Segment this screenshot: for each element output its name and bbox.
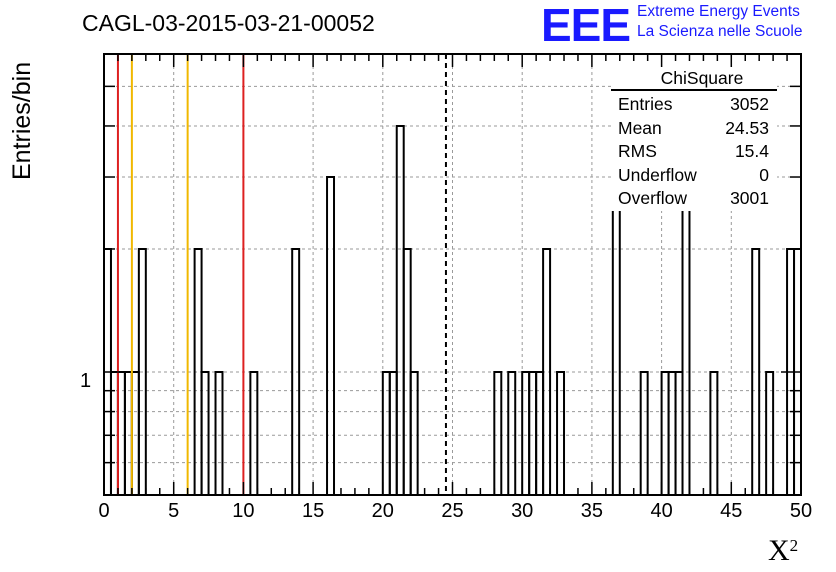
stats-row-label: Mean (618, 117, 662, 138)
stats-row-value: 24.53 (725, 117, 769, 138)
histogram-bin (214, 370, 224, 495)
logo-line-1: Extreme Energy Events (637, 3, 800, 20)
reference-lines (116, 54, 447, 495)
histogram-bin (681, 176, 691, 495)
logo-caption: Extreme Energy Events La Scienza nelle S… (637, 2, 802, 42)
x-tick-label: 40 (650, 500, 673, 522)
stats-row: Entries 3052 (611, 93, 777, 117)
stats-row-value: 3052 (730, 94, 769, 114)
stats-title: ChiSquare (611, 67, 777, 91)
x-tick-label: 25 (441, 500, 464, 522)
x-tick-label: 45 (720, 500, 743, 522)
histogram-bin (200, 370, 210, 495)
x-tick-label: 35 (580, 500, 604, 522)
histogram-bin (542, 247, 552, 495)
x-axis-label: X2 (768, 534, 798, 568)
x-tick-label: 15 (301, 500, 325, 522)
stats-row: RMS 15.4 (611, 140, 777, 164)
stats-row-label: Underflow (618, 164, 697, 185)
x-tick-label: 0 (98, 500, 110, 522)
axis-ticks (103, 54, 802, 495)
x-axis-label-sup: 2 (789, 536, 799, 555)
histogram-bin (556, 370, 566, 495)
histogram-bin (137, 247, 147, 495)
x-tick-label: 10 (232, 500, 255, 522)
y-tick-label: 1 (80, 370, 92, 392)
stats-row-value: 0 (759, 164, 769, 185)
histogram-bin (751, 247, 761, 495)
stats-box: ChiSquare Entries 3052 Mean 24.53 RMS 15.4 Und… (611, 67, 777, 211)
histogram-bin (611, 176, 621, 495)
stats-row-value: 15.4 (734, 141, 769, 162)
chart-title: CAGL-03-2015-03-21-00052 (82, 10, 375, 36)
x-tick-label: 30 (511, 500, 534, 522)
histogram-bin (291, 247, 301, 495)
stats-row: Underflow 0 (611, 164, 777, 188)
logo-line-2: La Scienza nelle Scuole (637, 23, 803, 40)
histogram-bin (249, 370, 259, 495)
histogram-bin (493, 370, 503, 495)
x-tick-label: 5 (168, 500, 180, 522)
histogram-bin (765, 370, 775, 495)
histogram-bin (395, 124, 405, 495)
x-tick-label: 50 (789, 500, 813, 522)
stats-row-value: 3001 (730, 188, 769, 209)
x-tick-label: 20 (371, 500, 394, 522)
x-axis-label-base: X (768, 534, 790, 567)
histogram-bin (639, 370, 649, 495)
stats-row-label: RMS (618, 141, 657, 162)
stats-rows: Entries 3052 Mean 24.53 RMS 15.4 Underflow 0 Ove… (611, 93, 777, 211)
y-axis-label: Entries/bin (8, 61, 36, 180)
histogram-bin (409, 370, 419, 495)
stats-row: Mean 24.53 (611, 117, 777, 141)
histogram-bin (709, 370, 719, 495)
stats-row-label: Entries (618, 94, 673, 114)
histogram-bin (326, 176, 336, 495)
stats-row: Overflow 3001 (611, 187, 777, 211)
eee-logo: EEE (541, 0, 631, 51)
stats-row-label: Overflow (618, 188, 688, 209)
histogram-bin (507, 370, 517, 495)
